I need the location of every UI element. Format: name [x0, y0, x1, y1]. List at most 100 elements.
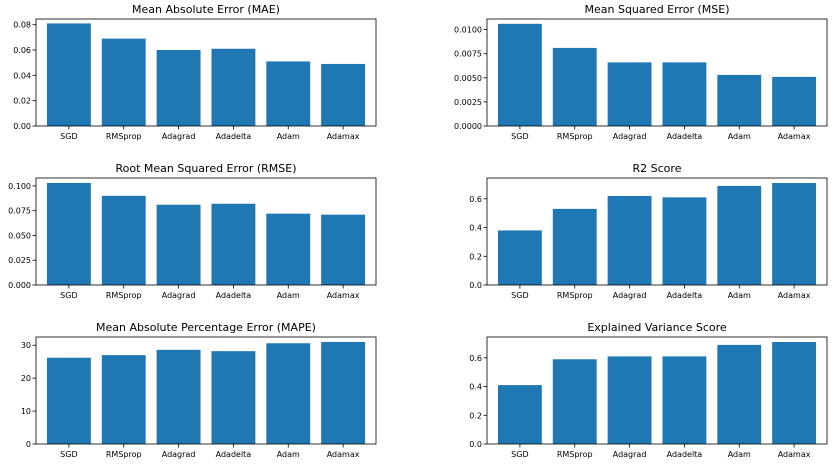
y-tick-label: 0.075 — [8, 207, 31, 216]
y-tick-label: 10 — [21, 407, 31, 416]
chart-title: Root Mean Squared Error (RMSE) — [115, 162, 296, 175]
x-tick-label: Adam — [277, 132, 300, 141]
bar-adadelta — [211, 48, 256, 127]
axes-frame — [486, 18, 828, 127]
bar-rmsprop — [552, 359, 597, 444]
y-tick-label: 0.0000 — [454, 122, 482, 131]
bar-adadelta — [211, 351, 256, 444]
x-tick-label: Adamax — [327, 132, 360, 141]
chart-title: Mean Squared Error (MSE) — [585, 3, 730, 16]
bar-adadelta — [662, 356, 707, 444]
bar-adagrad — [607, 356, 652, 444]
subplot-4: SGD RMSprop Adagrad Adadelta Adam Adamax 0.0 0.… — [469, 162, 828, 300]
x-tick-label: RMSprop — [557, 291, 593, 300]
y-tick-label: 20 — [21, 374, 31, 383]
x-tick-label: Adagrad — [162, 450, 196, 459]
axes-frame — [35, 177, 377, 286]
bar-adam — [266, 343, 311, 444]
y-tick-label: 0.6 — [469, 195, 482, 204]
chart-title: Mean Absolute Error (MAE) — [132, 3, 280, 16]
x-tick-label: SGD — [60, 291, 77, 300]
bar-adagrad — [156, 204, 201, 285]
y-tick-label: 0.050 — [8, 231, 31, 240]
x-tick-label: Adagrad — [613, 132, 647, 141]
y-tick-label: 0.0025 — [454, 98, 482, 107]
y-tick-label: 0.06 — [13, 46, 31, 55]
x-tick-label: Adadelta — [667, 132, 703, 141]
x-tick-label: Adamax — [327, 291, 360, 300]
bar-adamax — [772, 342, 817, 444]
bar-adamax — [772, 76, 817, 126]
bar-sgd — [46, 182, 91, 285]
x-tick-label: RMSprop — [106, 291, 142, 300]
bar-adamax — [321, 63, 366, 126]
x-tick-label: Adagrad — [162, 132, 196, 141]
x-tick-label: Adamax — [778, 291, 811, 300]
x-tick-label: Adam — [728, 450, 751, 459]
y-tick-label: 0.04 — [13, 71, 31, 80]
y-tick-label: 0 — [26, 440, 31, 449]
y-tick-label: 0.025 — [8, 256, 31, 265]
bar-adagrad — [156, 349, 201, 444]
x-tick-label: Adagrad — [613, 450, 647, 459]
bar-sgd — [497, 23, 542, 126]
subplot-3: SGD RMSprop Adagrad Adadelta Adam Adamax 0.000… — [8, 162, 377, 300]
y-tick-label: 0.0075 — [454, 50, 482, 59]
y-tick-label: 0.02 — [13, 97, 31, 106]
bar-adagrad — [607, 195, 652, 285]
y-tick-label: 0.6 — [469, 354, 482, 363]
x-tick-label: Adamax — [778, 132, 811, 141]
y-tick-label: 0.0 — [469, 440, 482, 449]
chart-title: Mean Absolute Percentage Error (MAPE) — [96, 321, 316, 334]
bar-adadelta — [662, 197, 707, 285]
subplot-6: SGD RMSprop Adagrad Adadelta Adam Adamax 0.0 0.… — [469, 321, 828, 459]
bar-sgd — [497, 230, 542, 285]
x-tick-label: Adadelta — [216, 291, 252, 300]
axes-frame — [486, 177, 828, 286]
x-tick-label: Adamax — [327, 450, 360, 459]
bar-rmsprop — [101, 195, 146, 285]
chart-title: Explained Variance Score — [587, 321, 727, 334]
y-tick-label: 0.4 — [469, 383, 482, 392]
bar-adadelta — [662, 62, 707, 126]
y-tick-label: 0.0100 — [454, 26, 482, 35]
y-tick-label: 0.100 — [8, 182, 31, 191]
bar-adam — [266, 213, 311, 285]
chart-title: R2 Score — [633, 162, 682, 175]
y-tick-label: 0.08 — [13, 21, 31, 30]
y-tick-label: 0.000 — [8, 281, 31, 290]
x-tick-label: Adam — [728, 132, 751, 141]
x-tick-label: Adadelta — [216, 450, 252, 459]
x-tick-label: Adam — [728, 291, 751, 300]
bar-adam — [266, 61, 311, 126]
bar-rmsprop — [552, 47, 597, 126]
y-tick-label: 0.0050 — [454, 74, 482, 83]
y-tick-label: 0.0 — [469, 281, 482, 290]
x-tick-label: Adagrad — [613, 291, 647, 300]
x-tick-label: RMSprop — [557, 132, 593, 141]
axes-frame — [35, 336, 377, 445]
bar-adagrad — [607, 62, 652, 126]
bar-adamax — [321, 214, 366, 285]
bar-sgd — [46, 23, 91, 126]
bar-rmsprop — [101, 38, 146, 126]
x-tick-label: SGD — [511, 450, 528, 459]
subplot-5: SGD RMSprop Adagrad Adadelta Adam Adamax 0 10 20… — [21, 321, 377, 459]
x-tick-label: SGD — [60, 132, 77, 141]
axes-frame — [486, 336, 828, 445]
bar-sgd — [46, 357, 91, 444]
x-tick-label: RMSprop — [557, 450, 593, 459]
x-tick-label: Adadelta — [667, 291, 703, 300]
axes-frame — [35, 18, 377, 127]
bar-adadelta — [211, 203, 256, 285]
x-tick-label: Adadelta — [216, 132, 252, 141]
x-tick-label: SGD — [511, 291, 528, 300]
y-tick-label: 0.00 — [13, 122, 31, 131]
x-tick-label: Adam — [277, 291, 300, 300]
x-tick-label: Adam — [277, 450, 300, 459]
bar-rmsprop — [552, 208, 597, 285]
y-tick-label: 0.4 — [469, 224, 482, 233]
x-tick-label: RMSprop — [106, 450, 142, 459]
x-tick-label: RMSprop — [106, 132, 142, 141]
